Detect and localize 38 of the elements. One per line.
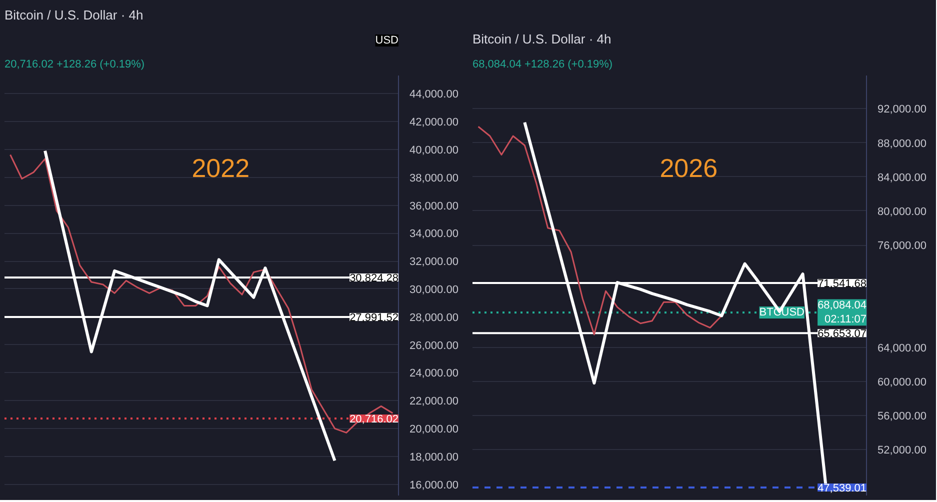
annotation: 2022 — [192, 152, 250, 183]
y-tick-label: 36,000.00 — [410, 200, 458, 212]
chart-subtitle: 20,716.02 +128.26 (+0.19%) — [4, 58, 145, 70]
y-axis-title: USD — [375, 34, 399, 46]
chart-title: Bitcoin / U.S. Dollar · 4h — [4, 8, 144, 22]
y-tick-label: 22,000.00 — [410, 396, 458, 408]
ref-line-label: 47,539.01 — [818, 482, 866, 494]
line-series — [478, 126, 722, 336]
y-tick-label: 42,000.00 — [410, 116, 458, 129]
y-tick-label: 32,000.00 — [410, 256, 458, 268]
y-tick-label: 52,000.00 — [878, 444, 926, 456]
ref-line-label: 20,716.02 — [350, 414, 398, 426]
y-tick-label: 88,000.00 — [878, 138, 926, 150]
y-tick-label: 84,000.00 — [878, 172, 926, 184]
annotation: 2026 — [660, 152, 718, 183]
y-tick-label: 92,000.00 — [878, 104, 926, 116]
y-tick-label: 30,000.00 — [410, 284, 458, 296]
y-tick-label: 60,000.00 — [878, 376, 926, 388]
ref-line-label: 71,541.68 — [818, 278, 866, 290]
y-tick-label: 40,000.00 — [410, 144, 458, 156]
y-tick-label: 56,000.00 — [878, 410, 926, 422]
y-tick-label: 34,000.00 — [410, 228, 458, 240]
y-tick-label: 28,000.00 — [410, 312, 458, 324]
y-tick-label: 76,000.00 — [878, 240, 926, 252]
ref-line-label: 68,084.04 02:11:07 — [818, 299, 867, 326]
y-tick-label: 80,000.00 — [878, 206, 926, 218]
y-tick-label: 38,000.00 — [410, 172, 458, 184]
ref-line-label: 27,991.52 — [350, 312, 398, 324]
y-tick-label: 20,000.00 — [410, 424, 458, 436]
chart-subtitle: 68,084.04 +128.26 (+0.19%) — [472, 58, 613, 70]
y-tick-label: 16,000.00 — [410, 479, 458, 492]
y-tick-label: 44,000.00 — [410, 88, 458, 101]
y-tick-label: 26,000.00 — [410, 340, 458, 352]
chart-title: Bitcoin / U.S. Dollar · 4h — [472, 32, 612, 46]
y-tick-label: 18,000.00 — [410, 451, 458, 464]
ref-line-label: 30,824.28 — [350, 272, 398, 284]
y-tick-label: 24,000.00 — [410, 368, 458, 380]
y-tick-label: 64,000.00 — [878, 342, 926, 354]
